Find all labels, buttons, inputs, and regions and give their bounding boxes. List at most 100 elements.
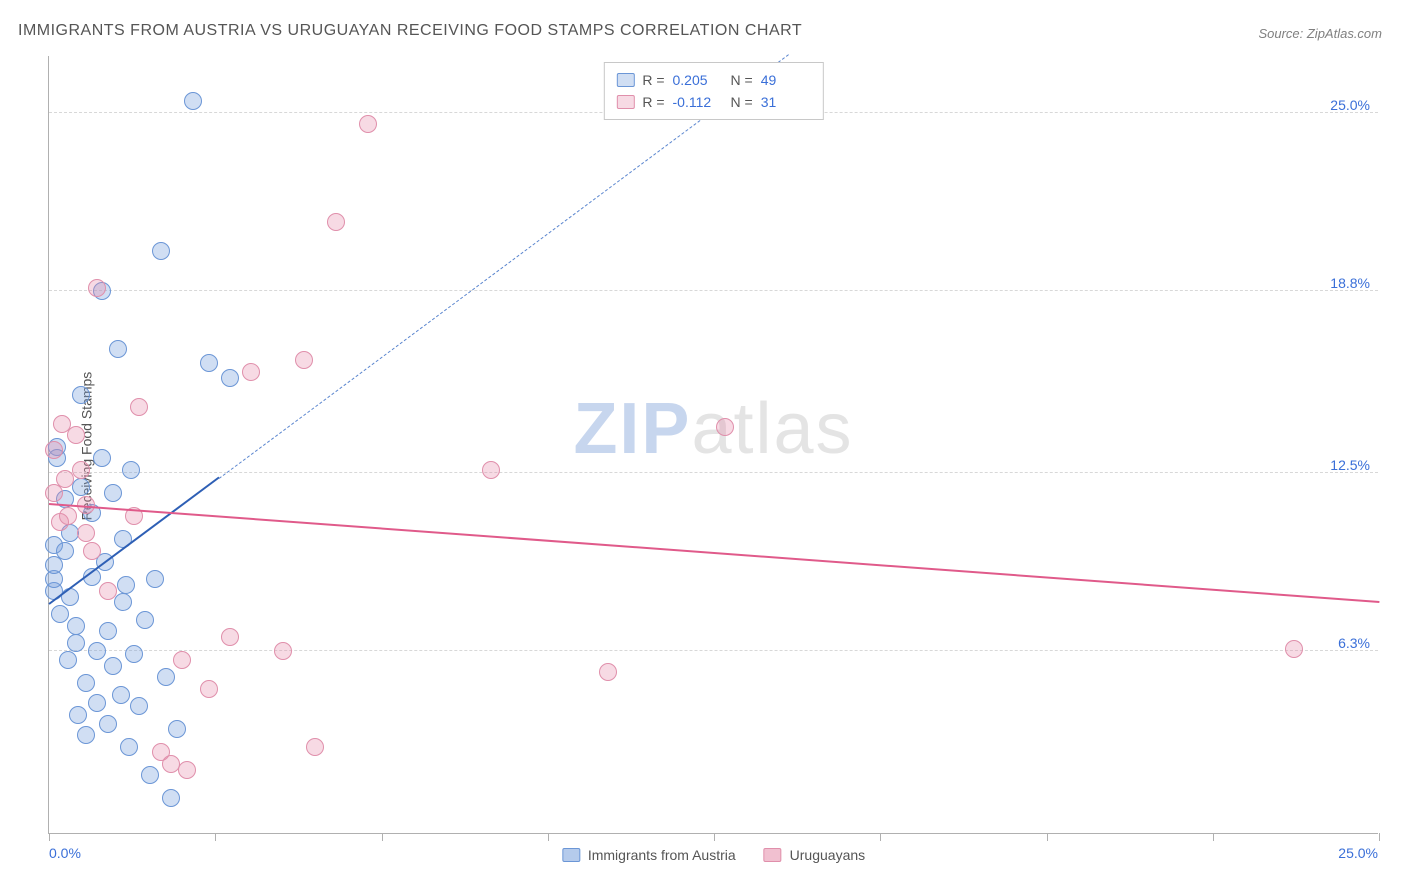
x-axis-max-label: 25.0% xyxy=(1338,845,1378,861)
x-tick xyxy=(714,833,715,841)
series-legend: Immigrants from Austria Uruguayans xyxy=(562,847,865,863)
data-point xyxy=(88,279,106,297)
data-point xyxy=(1285,640,1303,658)
data-point xyxy=(104,484,122,502)
n-label: N = xyxy=(731,91,753,113)
data-point xyxy=(130,398,148,416)
data-point xyxy=(274,642,292,660)
data-point xyxy=(141,766,159,784)
data-point xyxy=(716,418,734,436)
data-point xyxy=(67,617,85,635)
data-point xyxy=(120,738,138,756)
data-point xyxy=(359,115,377,133)
data-point xyxy=(114,593,132,611)
data-point xyxy=(295,351,313,369)
data-point xyxy=(67,426,85,444)
data-point xyxy=(482,461,500,479)
data-point xyxy=(104,657,122,675)
data-point xyxy=(117,576,135,594)
x-tick xyxy=(382,833,383,841)
data-point xyxy=(221,369,239,387)
data-point xyxy=(93,449,111,467)
data-point xyxy=(88,642,106,660)
x-tick xyxy=(1047,833,1048,841)
x-tick xyxy=(49,833,50,841)
data-point xyxy=(99,622,117,640)
r-value-series-1: 0.205 xyxy=(673,69,723,91)
data-point xyxy=(99,715,117,733)
data-point xyxy=(56,542,74,560)
data-point xyxy=(184,92,202,110)
data-point xyxy=(157,668,175,686)
data-point xyxy=(200,354,218,372)
legend-label-2: Uruguayans xyxy=(790,847,866,863)
y-tick-label: 25.0% xyxy=(1322,97,1370,113)
data-point xyxy=(72,386,90,404)
source-name: ZipAtlas.com xyxy=(1307,26,1382,41)
data-point xyxy=(72,461,90,479)
data-point xyxy=(67,634,85,652)
r-label: R = xyxy=(642,91,664,113)
data-point xyxy=(306,738,324,756)
legend-item-series-1: Immigrants from Austria xyxy=(562,847,736,863)
data-point xyxy=(59,651,77,669)
y-tick-label: 18.8% xyxy=(1322,275,1370,291)
data-point xyxy=(77,524,95,542)
watermark: ZIPatlas xyxy=(573,388,853,470)
watermark-zip: ZIP xyxy=(573,389,691,469)
trendline xyxy=(49,503,1379,603)
source-prefix: Source: xyxy=(1258,26,1306,41)
data-point xyxy=(125,645,143,663)
gridline xyxy=(49,650,1378,651)
data-point xyxy=(122,461,140,479)
x-tick xyxy=(880,833,881,841)
data-point xyxy=(59,507,77,525)
data-point xyxy=(221,628,239,646)
data-point xyxy=(162,789,180,807)
data-point xyxy=(136,611,154,629)
data-point xyxy=(114,530,132,548)
x-tick xyxy=(1379,833,1380,841)
x-tick xyxy=(215,833,216,841)
n-value-series-2: 31 xyxy=(761,91,811,113)
x-tick xyxy=(1213,833,1214,841)
n-value-series-1: 49 xyxy=(761,69,811,91)
data-point xyxy=(77,726,95,744)
data-point xyxy=(77,674,95,692)
gridline xyxy=(49,472,1378,473)
data-point xyxy=(178,761,196,779)
gridline xyxy=(49,290,1378,291)
legend-swatch-2 xyxy=(764,848,782,862)
legend-item-series-2: Uruguayans xyxy=(764,847,866,863)
data-point xyxy=(599,663,617,681)
legend-swatch-1 xyxy=(562,848,580,862)
x-tick xyxy=(548,833,549,841)
data-point xyxy=(51,605,69,623)
stats-row-series-2: R = -0.112 N = 31 xyxy=(616,91,810,113)
y-tick-label: 6.3% xyxy=(1330,635,1370,651)
data-point xyxy=(72,478,90,496)
data-point xyxy=(109,340,127,358)
n-label: N = xyxy=(731,69,753,91)
r-value-series-2: -0.112 xyxy=(673,91,723,113)
y-tick-label: 12.5% xyxy=(1322,457,1370,473)
data-point xyxy=(112,686,130,704)
data-point xyxy=(45,441,63,459)
swatch-series-2 xyxy=(616,95,634,109)
x-axis-min-label: 0.0% xyxy=(49,845,81,861)
chart-title: IMMIGRANTS FROM AUSTRIA VS URUGUAYAN REC… xyxy=(18,22,802,40)
data-point xyxy=(168,720,186,738)
legend-label-1: Immigrants from Austria xyxy=(588,847,736,863)
data-point xyxy=(99,582,117,600)
data-point xyxy=(69,706,87,724)
data-point xyxy=(242,363,260,381)
data-point xyxy=(173,651,191,669)
scatter-plot-area: ZIPatlas R = 0.205 N = 49 R = -0.112 N =… xyxy=(48,56,1378,834)
stats-legend-box: R = 0.205 N = 49 R = -0.112 N = 31 xyxy=(603,62,823,120)
data-point xyxy=(130,697,148,715)
data-point xyxy=(152,242,170,260)
stats-row-series-1: R = 0.205 N = 49 xyxy=(616,69,810,91)
swatch-series-1 xyxy=(616,73,634,87)
r-label: R = xyxy=(642,69,664,91)
data-point xyxy=(83,542,101,560)
